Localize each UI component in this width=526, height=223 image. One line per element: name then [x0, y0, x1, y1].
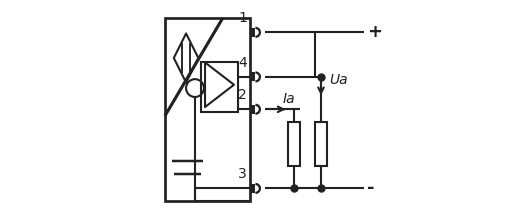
- Bar: [250, 184, 255, 193]
- Text: 1: 1: [238, 11, 247, 25]
- Bar: [250, 72, 255, 81]
- Text: 3: 3: [238, 167, 247, 181]
- Text: +: +: [367, 23, 382, 41]
- Text: 4: 4: [238, 56, 247, 70]
- Text: -: -: [367, 180, 374, 197]
- Bar: [165, 18, 250, 201]
- Text: Ia: Ia: [282, 92, 295, 106]
- Text: Ua: Ua: [329, 73, 347, 87]
- Bar: [288, 122, 300, 166]
- Bar: [315, 122, 327, 166]
- Bar: [200, 62, 238, 112]
- Text: 2: 2: [238, 88, 247, 102]
- Bar: [250, 28, 255, 37]
- Bar: [250, 105, 255, 114]
